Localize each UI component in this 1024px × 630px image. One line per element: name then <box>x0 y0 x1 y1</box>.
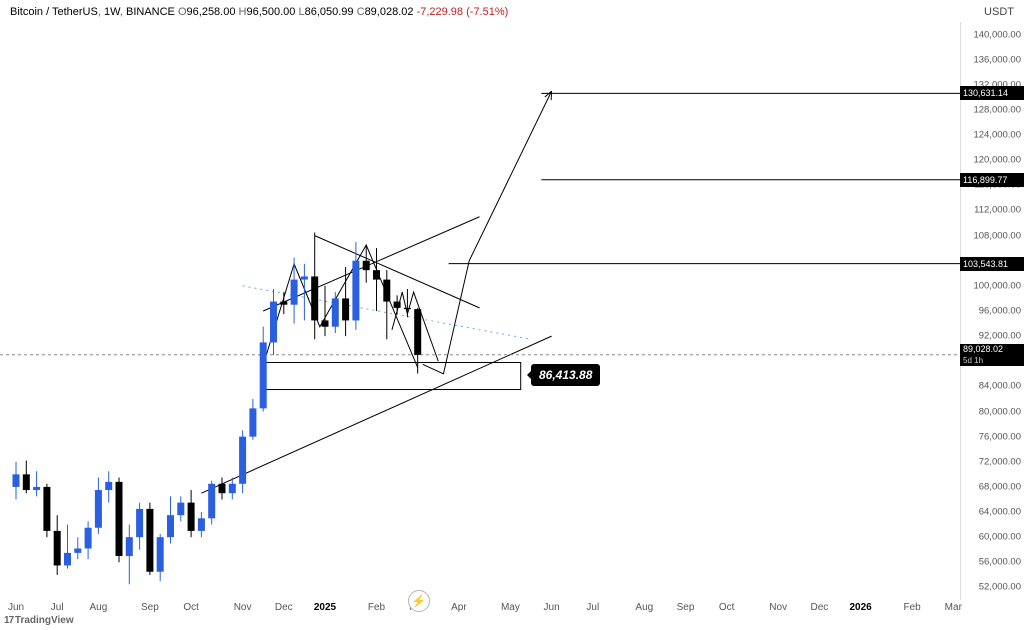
candle[interactable] <box>373 248 380 311</box>
candle[interactable] <box>239 430 246 493</box>
x-tick: Dec <box>810 602 828 613</box>
x-tick: Jun <box>8 602 24 613</box>
candle[interactable] <box>208 481 215 525</box>
x-tick: Apr <box>451 602 467 613</box>
x-tick: Jul <box>51 602 64 613</box>
candle[interactable] <box>54 515 61 575</box>
candle[interactable] <box>219 477 226 499</box>
ohlc-o: 96,258.00 <box>187 6 236 18</box>
y-tick: 84,000.00 <box>979 381 1021 392</box>
candle[interactable] <box>64 525 71 569</box>
candle[interactable] <box>383 270 390 339</box>
x-tick: Aug <box>89 602 107 613</box>
candle[interactable] <box>126 525 133 585</box>
candle[interactable] <box>177 496 184 521</box>
x-tick: Jul <box>586 602 599 613</box>
candle[interactable] <box>198 512 205 537</box>
candle[interactable] <box>95 477 102 534</box>
candle[interactable] <box>291 258 298 324</box>
candle[interactable] <box>167 496 174 543</box>
y-tick: 136,000.00 <box>973 54 1021 65</box>
ohlc-l: 86,050.99 <box>305 6 354 18</box>
x-tick: Oct <box>719 602 735 613</box>
x-tick: Jun <box>544 602 560 613</box>
candle[interactable] <box>43 484 50 537</box>
x-tick: Dec <box>275 602 293 613</box>
x-tick: 2026 <box>849 602 871 613</box>
x-tick: Oct <box>183 602 199 613</box>
x-tick: Feb <box>368 602 385 613</box>
price-axis[interactable]: 52,000.00 56,000.00 60,000.00 64,000.00 68,0… <box>960 22 1024 600</box>
candle[interactable] <box>116 477 123 562</box>
target-price-tag: 103,543.81 <box>960 257 1024 271</box>
projection-arrow[interactable] <box>423 91 552 374</box>
interval[interactable]: 1W <box>104 6 120 18</box>
y-tick: 100,000.00 <box>973 280 1021 291</box>
y-tick: 128,000.00 <box>973 104 1021 115</box>
x-tick: Feb <box>903 602 920 613</box>
y-tick: 96,000.00 <box>979 306 1021 317</box>
y-tick: 140,000.00 <box>973 29 1021 40</box>
x-tick: Nov <box>769 602 787 613</box>
y-tick: 76,000.00 <box>979 431 1021 442</box>
x-tick: May <box>501 602 520 613</box>
support-zone[interactable] <box>263 363 521 390</box>
ohlc-h: 96,500.00 <box>246 6 295 18</box>
y-tick: 108,000.00 <box>973 230 1021 241</box>
x-tick: Mar <box>945 602 962 613</box>
candle[interactable] <box>260 327 267 412</box>
x-tick: Sep <box>677 602 695 613</box>
currency-label: USDT <box>984 6 1014 18</box>
candle[interactable] <box>23 461 30 494</box>
candle[interactable] <box>157 534 164 581</box>
candle[interactable] <box>249 399 256 440</box>
y-tick: 72,000.00 <box>979 456 1021 467</box>
candle[interactable] <box>280 292 287 314</box>
candle[interactable] <box>188 490 195 537</box>
current-price-tag: 89,028.025d 1h <box>960 344 1024 366</box>
candle[interactable] <box>322 286 329 336</box>
x-tick: Nov <box>234 602 252 613</box>
target-price-tag: 116,899.77 <box>960 173 1024 187</box>
y-tick: 68,000.00 <box>979 481 1021 492</box>
candle[interactable] <box>394 295 401 314</box>
x-tick: Sep <box>141 602 159 613</box>
y-tick: 52,000.00 <box>979 582 1021 593</box>
chart-plot[interactable] <box>0 22 960 600</box>
time-axis[interactable]: Jun Jul Aug Sep Oct Nov Dec 2025 Feb Mar Apr May Jun… <box>0 600 960 620</box>
x-tick: 2025 <box>314 602 336 613</box>
ohlc-chg: -7,229.98 <box>417 6 463 18</box>
candle[interactable] <box>146 503 153 575</box>
candle[interactable] <box>105 471 112 502</box>
y-tick: 112,000.00 <box>974 205 1021 216</box>
candle[interactable] <box>332 292 339 333</box>
y-tick: 60,000.00 <box>979 532 1021 543</box>
candle[interactable] <box>74 537 81 559</box>
y-tick: 56,000.00 <box>979 557 1021 568</box>
y-tick: 80,000.00 <box>979 406 1021 417</box>
replay-icon[interactable]: ⚡ <box>408 590 430 612</box>
candle[interactable] <box>85 521 92 559</box>
candle[interactable] <box>13 462 20 500</box>
candle[interactable] <box>136 503 143 550</box>
x-tick: Aug <box>635 602 653 613</box>
ohlc-c: 89,028.02 <box>365 6 414 18</box>
target-price-tag: 130,631.14 <box>960 86 1024 100</box>
y-tick: 120,000.00 <box>973 155 1021 166</box>
candle[interactable] <box>311 232 318 339</box>
brand-logo: 17 TradingView <box>4 615 74 626</box>
chart-header: Bitcoin / TetherUS, 1W, BINANCE O96,258.… <box>10 6 508 18</box>
price-callout[interactable]: 86,413.88 <box>531 364 600 386</box>
y-tick: 64,000.00 <box>979 507 1021 518</box>
exchange: BINANCE <box>126 6 175 18</box>
y-tick: 124,000.00 <box>973 130 1021 141</box>
y-tick: 92,000.00 <box>979 331 1021 342</box>
candle[interactable] <box>33 471 40 496</box>
ohlc-chg-pct: -7.51% <box>470 6 505 18</box>
symbol-name[interactable]: Bitcoin / TetherUS <box>10 6 98 18</box>
candle[interactable] <box>270 289 277 355</box>
